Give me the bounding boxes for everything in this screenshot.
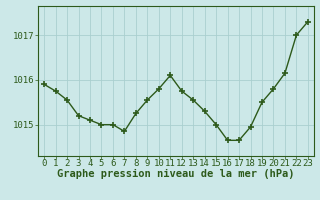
X-axis label: Graphe pression niveau de la mer (hPa): Graphe pression niveau de la mer (hPa): [57, 169, 295, 179]
